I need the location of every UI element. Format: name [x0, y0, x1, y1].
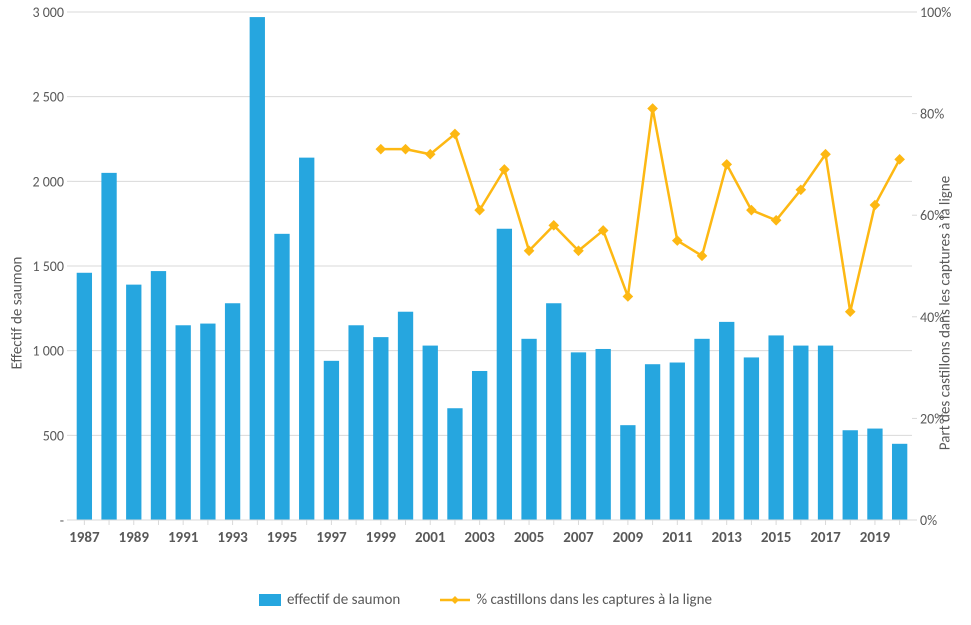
chart-svg: -5001 0001 5002 0002 5003 0000%20%40%60%…	[0, 0, 971, 560]
y-right-axis-label: Part des castillons dans les captures à …	[936, 175, 954, 449]
legend-item-bar: effectif de saumon	[259, 591, 400, 609]
svg-text:2007: 2007	[563, 529, 594, 547]
svg-text:500: 500	[43, 427, 64, 444]
svg-text:2005: 2005	[514, 529, 544, 547]
svg-text:1 500: 1 500	[32, 258, 64, 275]
svg-text:2003: 2003	[464, 529, 495, 547]
svg-text:0%: 0%	[920, 512, 937, 529]
svg-text:1993: 1993	[217, 529, 248, 547]
svg-text:1997: 1997	[316, 529, 347, 547]
svg-text:3 000: 3 000	[32, 4, 64, 21]
svg-text:-: -	[60, 512, 64, 529]
svg-text:2 000: 2 000	[32, 173, 64, 190]
svg-text:1 000: 1 000	[32, 343, 64, 360]
svg-text:2019: 2019	[860, 529, 891, 547]
svg-text:100%: 100%	[920, 4, 951, 21]
svg-text:2013: 2013	[711, 529, 742, 547]
svg-text:2011: 2011	[662, 529, 693, 547]
svg-text:2001: 2001	[415, 529, 446, 547]
svg-text:1989: 1989	[119, 529, 150, 547]
svg-text:2009: 2009	[613, 529, 644, 547]
legend-swatch-bar	[259, 594, 281, 606]
svg-text:1999: 1999	[366, 529, 397, 547]
svg-text:80%: 80%	[920, 106, 944, 123]
chart-container: Effectif de saumon Part des castillons d…	[0, 0, 971, 625]
legend-label-line: % castillons dans les captures à la lign…	[476, 591, 712, 609]
svg-text:1987: 1987	[69, 529, 100, 547]
svg-text:1995: 1995	[267, 529, 297, 547]
svg-text:2 500: 2 500	[32, 89, 64, 106]
legend-label-bar: effectif de saumon	[287, 591, 400, 609]
svg-text:2017: 2017	[810, 529, 841, 547]
svg-text:2015: 2015	[761, 529, 791, 547]
legend-item-line: % castillons dans les captures à la lign…	[440, 591, 712, 609]
y-left-axis-label: Effectif de saumon	[8, 256, 26, 369]
svg-text:1991: 1991	[168, 529, 199, 547]
legend: effectif de saumon % castillons dans les…	[0, 591, 971, 609]
legend-swatch-line	[440, 593, 470, 607]
